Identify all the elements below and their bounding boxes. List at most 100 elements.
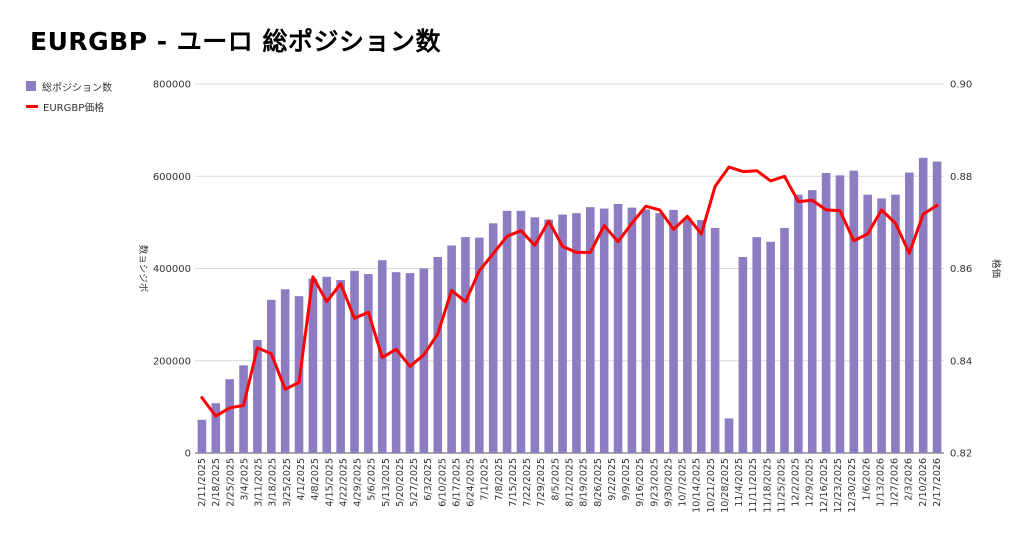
x-tick-label: 4/8/2025: [310, 458, 321, 501]
x-tick-label: 1/13/2026: [875, 458, 886, 507]
y-axis-right: 0.82 0.84 0.86 0.88 0.90: [950, 80, 972, 460]
x-tick-label: 6/3/2025: [423, 458, 434, 501]
bar: [710, 227, 720, 453]
x-tick-label: 8/5/2025: [550, 458, 561, 501]
x-tick-label: 8/12/2025: [565, 458, 576, 507]
x-tick-label: 12/2/2025: [791, 458, 802, 507]
legend: 総ポジション数 EURGBP価格: [26, 76, 112, 116]
bar: [211, 403, 221, 453]
bar: [599, 208, 609, 453]
x-tick-label: 9/9/2025: [621, 458, 632, 501]
x-tick-label: 10/28/2025: [720, 458, 731, 513]
x-tick-label: 4/15/2025: [324, 458, 335, 507]
x-tick-label: 12/30/2025: [847, 458, 858, 513]
y-right-tick-label: 0.84: [950, 356, 972, 367]
gridlines: [195, 83, 944, 454]
bar: [724, 418, 734, 453]
bar: [807, 190, 817, 453]
bar: [447, 245, 456, 453]
bar: [655, 213, 664, 453]
bar: [530, 217, 540, 453]
bar: [905, 172, 914, 453]
bar: [752, 237, 762, 453]
x-tick-label: 3/18/2025: [268, 458, 279, 507]
y-left-tick-label: 600000: [153, 172, 191, 183]
bar: [322, 276, 332, 453]
y-axis-left: 0 200000 400000 600000 800000: [153, 80, 191, 460]
legend-item-price: EURGBP価格: [26, 96, 112, 116]
x-tick-label: 2/17/2026: [932, 458, 943, 507]
bar: [350, 270, 359, 453]
bar: [364, 274, 373, 453]
bar: [849, 170, 859, 453]
bar: [780, 227, 789, 453]
bar: [572, 213, 581, 453]
bar: [266, 299, 276, 453]
bar: [613, 203, 623, 453]
legend-label-price: EURGBP価格: [43, 102, 105, 114]
bar: [544, 219, 553, 453]
x-tick-label: 7/1/2025: [480, 458, 491, 501]
x-tick-label: 9/2/2025: [607, 458, 618, 501]
price-line: [200, 165, 939, 418]
chart-title: EURGBP - ユーロ 総ポジション数: [30, 27, 442, 56]
bar: [696, 220, 706, 453]
x-tick-label: 6/17/2025: [451, 458, 462, 507]
x-axis: 2/11/2025 2/18/2025 2/25/2025 3/4/2025 3/11/…: [197, 458, 943, 513]
x-tick-label: 12/9/2025: [805, 458, 816, 507]
bar: [419, 268, 429, 453]
x-tick-label: 5/20/2025: [395, 458, 406, 507]
x-tick-label: 5/27/2025: [409, 458, 420, 507]
bar: [239, 365, 248, 453]
y-axis-left-title: 数ョシジポ: [137, 245, 149, 293]
bar: [225, 379, 234, 453]
x-tick-label: 8/26/2025: [593, 458, 604, 507]
bar: [821, 173, 831, 454]
bar: [738, 256, 748, 453]
y-right-tick-label: 0.82: [950, 449, 972, 460]
bar: [488, 223, 498, 453]
bar: [280, 289, 290, 453]
bar: [308, 278, 318, 453]
x-tick-label: 6/24/2025: [466, 458, 477, 507]
bar: [516, 210, 526, 453]
bar: [627, 207, 637, 453]
bar: [433, 256, 443, 453]
x-tick-label: 9/23/2025: [649, 458, 660, 507]
bar: [391, 272, 401, 453]
legend-label-positions: 総ポジション数: [42, 82, 112, 94]
bar: [932, 161, 942, 454]
x-tick-label: 2/18/2025: [211, 458, 222, 507]
bar: [863, 194, 873, 453]
x-tick-label: 2/3/2026: [904, 458, 915, 501]
x-tick-label: 8/19/2025: [579, 458, 590, 507]
bar: [641, 209, 651, 453]
bar: [877, 198, 886, 453]
x-tick-label: 2/11/2025: [197, 458, 208, 507]
x-tick-label: 7/22/2025: [522, 458, 533, 507]
x-tick-label: 5/6/2025: [367, 458, 378, 501]
x-tick-label: 11/4/2025: [734, 458, 745, 507]
legend-bar-swatch: [26, 81, 36, 91]
bar: [253, 339, 262, 453]
y-left-tick-label: 400000: [153, 264, 191, 275]
bar: [558, 214, 567, 453]
x-tick-label: 6/10/2025: [437, 458, 448, 507]
x-tick-label: 10/7/2025: [678, 458, 689, 507]
bar: [669, 209, 678, 453]
x-tick-label: 4/29/2025: [353, 458, 364, 507]
bar: [683, 217, 692, 453]
x-tick-label: 7/29/2025: [536, 458, 547, 507]
y-right-tick-label: 0.86: [950, 264, 972, 275]
bar: [405, 273, 415, 453]
line-series: [200, 165, 939, 418]
x-tick-label: 11/25/2025: [776, 458, 787, 513]
x-tick-label: 9/30/2025: [663, 458, 674, 507]
bar: [891, 194, 900, 453]
x-tick-label: 12/16/2025: [819, 458, 830, 513]
legend-line-swatch: [26, 104, 38, 108]
bar: [766, 241, 775, 453]
x-tick-label: 4/22/2025: [338, 458, 349, 507]
x-tick-label: 2/10/2026: [918, 458, 929, 507]
